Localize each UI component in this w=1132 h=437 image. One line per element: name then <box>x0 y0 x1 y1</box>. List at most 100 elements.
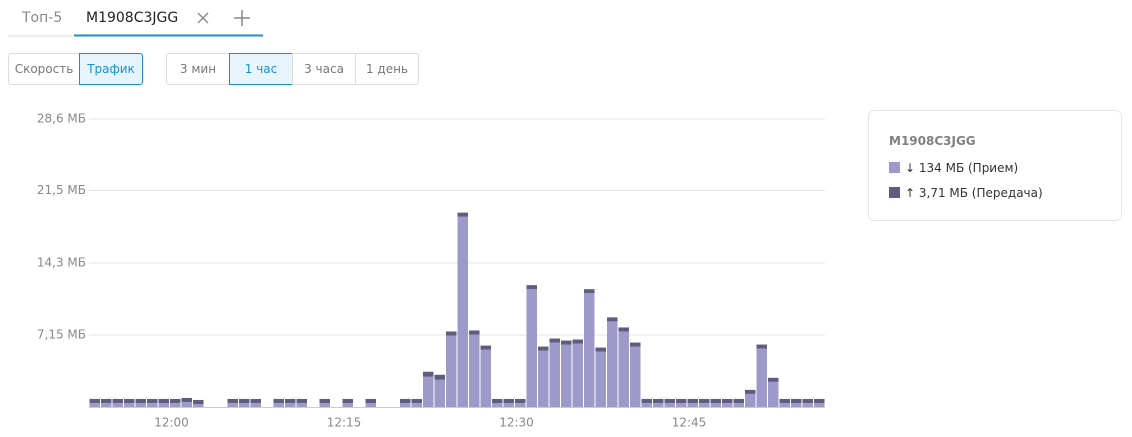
bar-segment <box>733 398 744 403</box>
bar-segment <box>515 402 526 407</box>
bar-segment <box>687 402 698 407</box>
bar-segment <box>768 381 779 407</box>
close-icon[interactable] <box>197 12 209 24</box>
bar-segment <box>503 402 514 407</box>
bar-segment <box>538 346 549 351</box>
x-tick-label: 12:15 <box>327 416 362 430</box>
bar-segment <box>607 321 618 407</box>
bar-segment <box>802 402 813 407</box>
bar-segment <box>112 402 123 407</box>
button[interactable]: Трафик <box>79 53 143 85</box>
bar-segment <box>342 402 353 407</box>
bar-segment <box>227 398 238 403</box>
bar-segment <box>181 397 192 402</box>
bar-segment <box>699 398 710 403</box>
bar-segment <box>699 402 710 407</box>
x-tick-label: 12:00 <box>154 416 189 430</box>
bar-segment <box>561 340 572 345</box>
bar-segment <box>457 212 468 217</box>
bar-segment <box>595 351 606 407</box>
button[interactable]: Скорость <box>8 53 80 85</box>
bar-segment <box>239 402 250 407</box>
bar-segment <box>193 399 204 404</box>
bar-segment <box>285 402 296 407</box>
bar-segment <box>411 402 422 407</box>
bar-segment <box>572 339 583 344</box>
bar-segment <box>561 344 572 407</box>
bar-segment <box>227 402 238 407</box>
legend-swatch <box>889 162 900 173</box>
bar-segment <box>572 343 583 407</box>
tab[interactable]: Топ-5 <box>22 10 63 26</box>
bar-segment <box>641 398 652 403</box>
bar-segment <box>239 398 250 403</box>
bar-segment <box>250 398 261 403</box>
bar-segment <box>319 398 330 403</box>
legend-item: ↓ 134 МБ (Прием) <box>889 161 1018 175</box>
tab[interactable]: M1908C3JGG <box>86 10 179 26</box>
bar-segment <box>158 402 169 407</box>
button[interactable]: 3 мин <box>166 53 230 85</box>
bar-segment <box>124 398 135 403</box>
bar-segment <box>814 398 825 403</box>
bar-segment <box>595 347 606 352</box>
bar-segment <box>802 398 813 403</box>
tab-decor <box>8 10 263 37</box>
bar-segment <box>434 374 445 380</box>
bar-segment <box>814 402 825 407</box>
bar-segment <box>434 379 445 407</box>
bar-segment <box>618 327 629 332</box>
bar-segment <box>89 402 100 407</box>
bar-segment <box>756 344 767 349</box>
bar-segment <box>745 389 756 394</box>
bar-segment <box>791 402 802 407</box>
button[interactable]: 1 день <box>355 53 419 85</box>
bar-segment <box>446 331 457 336</box>
bar-segment <box>411 398 422 403</box>
bar-segment <box>423 371 434 377</box>
bar-segment <box>480 345 491 350</box>
bar-segment <box>89 398 100 403</box>
bar-segment <box>319 402 330 407</box>
x-tick-label: 12:30 <box>499 416 534 430</box>
bar-segment <box>710 402 721 407</box>
bar-segment <box>618 331 629 407</box>
y-tick-label: 21,5 МБ <box>37 183 86 197</box>
bar-segment <box>641 402 652 407</box>
bar-segment <box>124 402 135 407</box>
bar-segment <box>710 398 721 403</box>
bar-segment <box>250 402 261 407</box>
button[interactable]: 3 часа <box>292 53 356 85</box>
legend-label: ↓ 134 МБ (Прием) <box>905 161 1019 175</box>
bar-segment <box>549 342 560 407</box>
bar-segment <box>549 338 560 343</box>
bar-segment <box>779 398 790 403</box>
bar-segment <box>273 398 284 403</box>
bar-segment <box>273 402 284 407</box>
bar-segment <box>756 348 767 407</box>
bar-segment <box>664 402 675 407</box>
bar-segment <box>791 398 802 403</box>
bar-segment <box>492 402 503 407</box>
bar-segment <box>423 376 434 407</box>
legend-title: M1908C3JGG <box>889 134 976 148</box>
bar-segment <box>365 398 376 403</box>
bar-segment <box>101 398 112 403</box>
bar-segment <box>285 398 296 403</box>
button[interactable]: 1 час <box>229 53 293 85</box>
bar-segment <box>365 402 376 407</box>
bar-segment <box>538 350 549 407</box>
bar-segment <box>469 334 480 407</box>
bar-segment <box>101 402 112 407</box>
bar-segment <box>630 346 641 407</box>
bar-segment <box>676 402 687 407</box>
y-tick-label: 28,6 МБ <box>37 112 86 126</box>
legend-label: ↑ 3,71 МБ (Передача) <box>905 186 1043 200</box>
bar-segment <box>170 398 181 403</box>
legend-swatch <box>889 187 900 198</box>
bar-segment <box>193 403 204 407</box>
bar-segment <box>147 398 158 403</box>
bar-segment <box>664 398 675 403</box>
bar-segment <box>400 398 411 403</box>
